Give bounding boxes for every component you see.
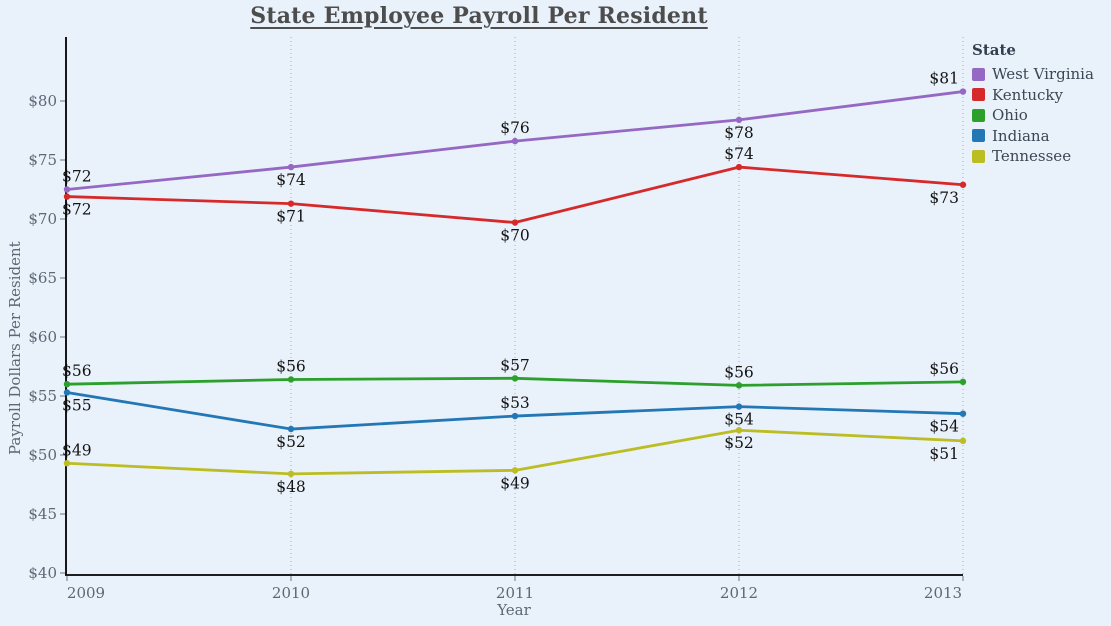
data-point-label: $81 (929, 70, 959, 88)
data-point (959, 181, 967, 188)
data-point-label: $52 (724, 434, 754, 452)
legend-items: West Virginia Kentucky Ohio Indiana Tennesse… (972, 64, 1107, 167)
legend-swatch-kentucky (972, 88, 985, 102)
y-tick-label: $50 (28, 446, 57, 464)
data-point (511, 219, 519, 226)
data-point (511, 375, 519, 382)
data-point-label: $49 (62, 441, 92, 459)
data-point (735, 427, 743, 434)
legend-item-kentucky: Kentucky (972, 85, 1107, 106)
data-point-label: $56 (929, 360, 959, 378)
data-point-label: $71 (276, 208, 306, 226)
series-kentucky: $72 $71 $70 $74 $73 (62, 145, 967, 245)
data-point (287, 425, 295, 433)
legend-swatch-west-virginia (972, 67, 985, 81)
data-point (63, 460, 71, 467)
data-point (287, 470, 295, 478)
legend-label: West Virginia (992, 65, 1094, 84)
y-tick-label: $65 (28, 269, 57, 287)
data-point (735, 163, 743, 171)
legend-item-tennessee: Tennessee (972, 146, 1107, 167)
data-point (63, 381, 71, 388)
x-tick-label: 2009 (67, 584, 105, 602)
y-tick-label: $70 (28, 210, 57, 228)
legend-swatch-tennessee (972, 149, 985, 163)
legend-label: Tennessee (992, 147, 1072, 166)
gridlines (290, 37, 964, 575)
legend: State West Virginia Kentucky Ohio Indiana Te… (972, 41, 1107, 167)
data-point (511, 467, 519, 474)
data-point-label: $74 (724, 145, 754, 163)
data-point-label: $72 (62, 201, 92, 219)
data-point (511, 412, 519, 420)
data-point-label: $74 (276, 171, 306, 189)
data-point-label: $54 (724, 411, 754, 429)
series-ohio: $56 $56 $57 $56 $56 (62, 356, 967, 389)
data-point-label: $55 (62, 396, 92, 414)
x-tick-label: 2011 (496, 584, 534, 602)
legend-label: Kentucky (992, 85, 1063, 104)
x-tick-label: 2013 (924, 584, 962, 602)
data-point-label: $73 (929, 189, 959, 207)
legend-item-west-virginia: West Virginia (972, 64, 1107, 85)
y-tick-label: $80 (28, 92, 57, 110)
data-point-label: $72 (62, 168, 92, 186)
data-point-label: $53 (500, 394, 530, 412)
data-point (959, 437, 967, 445)
legend-swatch-ohio (972, 108, 985, 122)
data-point-label: $54 (929, 418, 959, 436)
y-tick-label: $75 (28, 151, 57, 169)
data-point-label: $51 (929, 445, 959, 463)
data-point-label: $52 (276, 433, 306, 451)
legend-item-ohio: Ohio (972, 105, 1107, 126)
data-point (63, 186, 71, 193)
y-tick-label: $40 (28, 564, 57, 582)
data-point (735, 403, 743, 410)
data-point-label: $49 (500, 474, 530, 492)
series-west-virginia: $72 $74 $76 $78 $81 (62, 70, 967, 193)
data-point (735, 382, 743, 389)
data-point (287, 163, 295, 171)
x-tick-label: 2010 (272, 584, 310, 602)
x-axis-ticks: 2009 2010 2011 2012 2013 (66, 576, 964, 602)
data-point (959, 378, 967, 386)
series-indiana: $55 $52 $53 $54 $54 (62, 389, 967, 451)
legend-label: Indiana (992, 126, 1050, 145)
data-point (959, 88, 967, 95)
legend-swatch-indiana (972, 129, 985, 143)
data-point-label: $56 (62, 362, 92, 380)
data-point-label: $78 (724, 124, 754, 142)
y-tick-label: $55 (28, 387, 57, 405)
data-point-label: $48 (276, 478, 306, 496)
data-point (63, 389, 71, 396)
data-point-label: $56 (276, 357, 306, 375)
data-point (959, 410, 967, 417)
series-tennessee: $49 $48 $49 $52 $51 (62, 427, 967, 496)
x-axis-title: Year (497, 601, 531, 619)
y-axis-ticks: $40 $45 $50 $55 $60 $65 $70 $75 $80 (28, 92, 65, 582)
data-point-label: $70 (500, 227, 530, 245)
legend-title: State (972, 41, 1016, 59)
chart-title: State Employee Payroll Per Resident (250, 3, 708, 29)
data-point-label: $57 (500, 356, 530, 374)
data-point (63, 193, 71, 200)
data-point (511, 137, 519, 145)
y-tick-label: $45 (28, 505, 57, 523)
data-point (287, 200, 295, 207)
y-tick-label: $60 (28, 328, 57, 346)
legend-label: Ohio (992, 106, 1028, 125)
legend-item-indiana: Indiana (972, 126, 1107, 147)
data-point-label: $56 (724, 363, 754, 381)
data-point (735, 116, 743, 124)
data-point (287, 376, 295, 383)
data-point-label: $76 (500, 119, 530, 137)
y-axis-title: Payroll Dollars Per Resident (6, 241, 24, 455)
x-tick-label: 2012 (720, 584, 758, 602)
